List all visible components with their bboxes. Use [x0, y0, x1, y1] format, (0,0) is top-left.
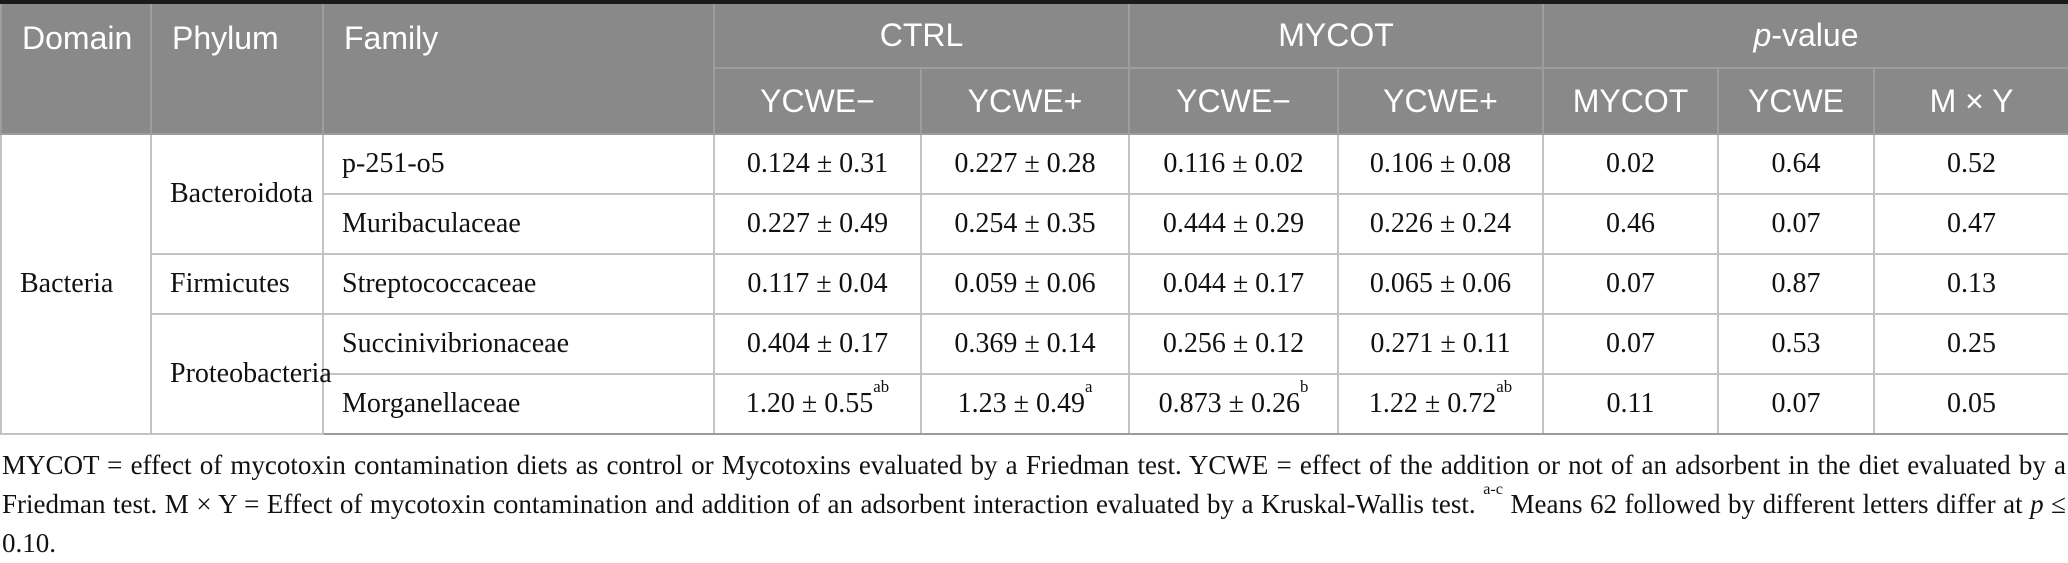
cell-phylum: Bacteroidota	[150, 133, 324, 255]
value-text: 0.227 ± 0.49	[746, 208, 889, 239]
value-text: 0.059 ± 0.06	[954, 268, 1096, 299]
col-header-p-mxy: M × Y	[1873, 67, 2068, 135]
col-group-pvalue: p-value	[1542, 1, 2068, 69]
table-row: Bacteria Bacteroidota p-251-o5 0.124 ± 0…	[0, 133, 2068, 435]
table-footnote: MYCOT = effect of mycotoxin contaminatio…	[0, 435, 2068, 563]
value-text: 0.065 ± 0.06	[1369, 268, 1512, 299]
cell-family: Morganellaceae	[322, 373, 715, 435]
cell-pvalue: 0.07	[1542, 313, 1720, 375]
cell-pvalue: 0.07	[1542, 253, 1720, 315]
cell-value: 0.256 ± 0.12	[1128, 313, 1339, 375]
footnote-superscript: a-c	[1483, 480, 1503, 499]
cell-pvalue: 0.11	[1542, 373, 1720, 435]
cell-value: 0.444 ± 0.29	[1128, 193, 1339, 255]
cell-value: 1.22 ± 0.72ab	[1336, 373, 1545, 435]
col-header-mycot-ycwe-plus: YCWE+	[1336, 67, 1545, 135]
cell-pvalue: 0.53	[1717, 313, 1876, 375]
cell-pvalue: 0.02	[1542, 133, 1720, 195]
table-row: Proteobacteria Succinivibrionaceae 0.404…	[1, 313, 2068, 435]
col-group-ctrl: CTRL	[713, 1, 1130, 69]
col-header-ctrl-ycwe-minus: YCWE−	[713, 67, 922, 135]
value-text: 0.044 ± 0.17	[1162, 268, 1305, 299]
col-header-p-ycwe: YCWE	[1717, 67, 1876, 135]
cell-value: 0.227 ± 0.28	[920, 133, 1130, 195]
cell-value: 0.226 ± 0.24	[1336, 193, 1545, 255]
value-text: 1.20 ± 0.55	[745, 388, 874, 419]
cell-family: p-251-o5	[322, 133, 715, 195]
footnote-text: Means 62 followed by different letters d…	[1502, 489, 2031, 519]
value-text: 1.22 ± 0.72	[1368, 388, 1497, 419]
value-text: 0.369 ± 0.14	[954, 328, 1096, 359]
table-row: Muribaculaceae 0.227 ± 0.49 0.254 ± 0.35…	[1, 193, 2068, 255]
col-header-family: Family	[322, 1, 715, 135]
cell-pvalue: 0.46	[1542, 193, 1720, 255]
value-text: 0.873 ± 0.26	[1158, 388, 1300, 419]
cell-value: 0.404 ± 0.17	[713, 313, 922, 375]
pvalue-italic-p: p	[1753, 17, 1772, 53]
value-text: 0.116 ± 0.02	[1163, 148, 1304, 179]
col-header-mycot-ycwe-minus: YCWE−	[1128, 67, 1339, 135]
value-sup: ab	[873, 377, 890, 397]
cell-value: 0.227 ± 0.49	[713, 193, 922, 255]
col-header-phylum: Phylum	[150, 1, 324, 135]
table-row: Firmicutes Streptococcaceae 0.117 ± 0.04…	[1, 253, 2068, 315]
table-row: Morganellaceae 1.20 ± 0.55ab 1.23 ± 0.49…	[1, 373, 2068, 435]
cell-value: 0.059 ± 0.06	[920, 253, 1130, 315]
cell-pvalue: 0.07	[1717, 373, 1876, 435]
cell-value: 0.369 ± 0.14	[920, 313, 1130, 375]
cell-pvalue: 0.13	[1873, 253, 2068, 315]
value-text: 0.117 ± 0.04	[747, 268, 888, 299]
col-header-p-mycot: MYCOT	[1542, 67, 1720, 135]
value-text: 0.404 ± 0.17	[746, 328, 889, 359]
table-body: Bacteria Bacteroidota p-251-o5 0.124 ± 0…	[0, 133, 2068, 435]
cell-family: Succinivibrionaceae	[322, 313, 715, 375]
col-group-mycot: MYCOT	[1127, 1, 1545, 69]
cell-pvalue: 0.64	[1717, 133, 1876, 195]
cell-pvalue: 0.25	[1873, 313, 2068, 375]
cell-value: 0.254 ± 0.35	[920, 193, 1130, 255]
footnote-italic-p: p	[2030, 489, 2044, 519]
taxa-abundance-table: Domain Phylum Family CTRL MYCOT p-value …	[0, 0, 2068, 435]
cell-phylum: Firmicutes	[150, 253, 324, 315]
cell-value: 0.873 ± 0.26b	[1128, 373, 1339, 435]
value-text: 0.256 ± 0.12	[1162, 328, 1305, 359]
cell-value: 1.23 ± 0.49a	[920, 373, 1130, 435]
footnote-text: MYCOT = effect of mycotoxin contaminatio…	[2, 450, 2066, 519]
cell-value: 0.124 ± 0.31	[713, 133, 922, 195]
cell-family: Streptococcaceae	[322, 253, 715, 315]
cell-value: 0.117 ± 0.04	[713, 253, 922, 315]
cell-family: Muribaculaceae	[322, 193, 715, 255]
value-text: 1.23 ± 0.49	[957, 388, 1085, 419]
col-header-ctrl-ycwe-plus: YCWE+	[920, 67, 1130, 135]
cell-domain: Bacteria	[0, 133, 152, 435]
value-text: 0.444 ± 0.29	[1162, 208, 1305, 239]
value-text: 0.226 ± 0.24	[1369, 208, 1512, 239]
cell-value: 0.116 ± 0.02	[1128, 133, 1339, 195]
col-header-domain: Domain	[0, 1, 152, 135]
cell-pvalue: 0.87	[1717, 253, 1876, 315]
value-sup: b	[1299, 377, 1309, 397]
value-sup: a	[1084, 377, 1093, 397]
table-header: Domain Phylum Family CTRL MYCOT p-value …	[0, 1, 2068, 135]
cell-pvalue: 0.07	[1717, 193, 1876, 255]
cell-pvalue: 0.52	[1873, 133, 2068, 195]
cell-value: 1.20 ± 0.55ab	[713, 373, 922, 435]
cell-pvalue: 0.47	[1873, 193, 2068, 255]
cell-value: 0.065 ± 0.06	[1336, 253, 1545, 315]
cell-pvalue: 0.05	[1873, 373, 2068, 435]
pvalue-suffix: -value	[1771, 17, 1859, 53]
cell-value: 0.044 ± 0.17	[1128, 253, 1339, 315]
value-text: 0.106 ± 0.08	[1369, 148, 1512, 179]
cell-value: 0.106 ± 0.08	[1336, 133, 1545, 195]
value-text: 0.254 ± 0.35	[954, 208, 1096, 239]
value-text: 0.124 ± 0.31	[746, 148, 889, 179]
cell-phylum: Proteobacteria	[150, 313, 332, 435]
value-text: 0.271 ± 0.11	[1370, 328, 1511, 359]
value-text: 0.227 ± 0.28	[954, 148, 1096, 179]
cell-value: 0.271 ± 0.11	[1336, 313, 1545, 375]
value-sup: ab	[1496, 377, 1513, 397]
